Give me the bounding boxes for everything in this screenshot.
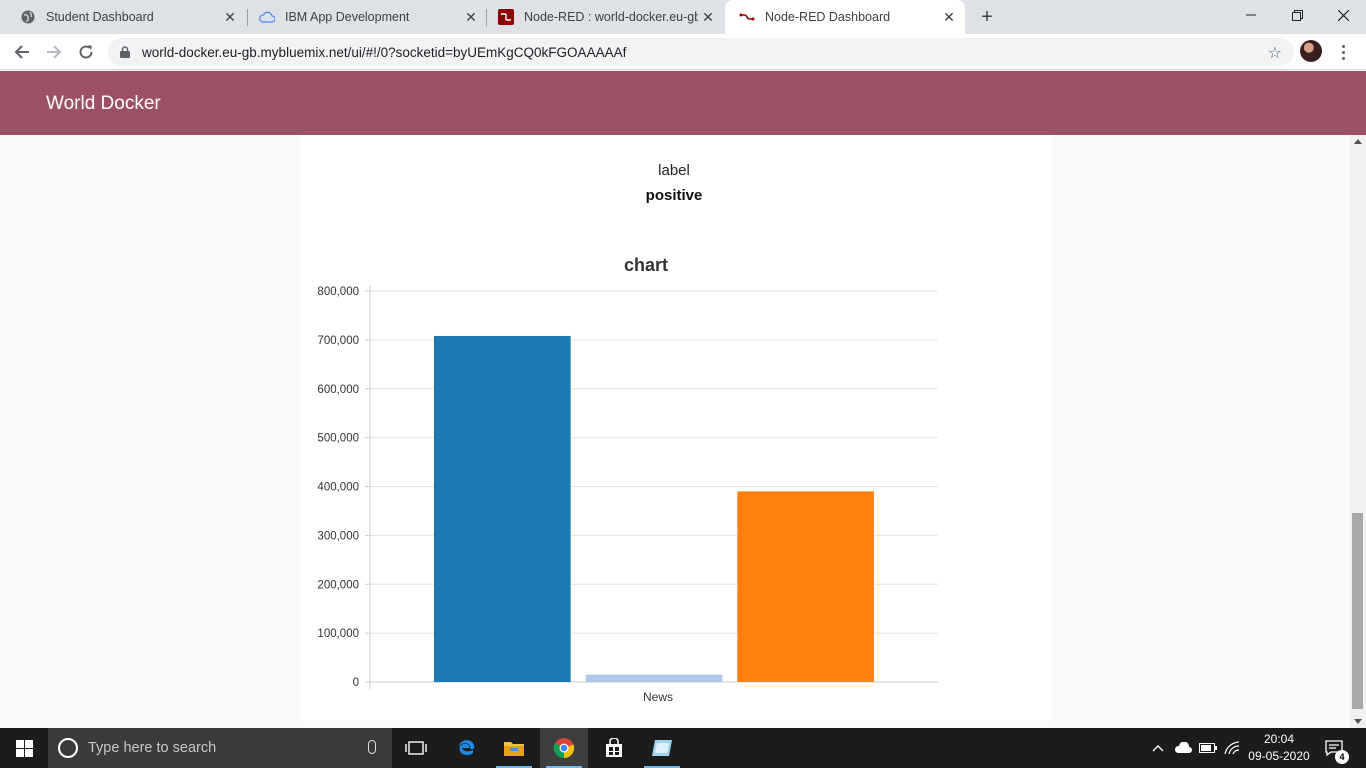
scroll-thumb[interactable] [1352, 513, 1363, 709]
y-tick-label: 700,000 [317, 335, 359, 347]
file-explorer-button[interactable] [490, 728, 538, 768]
running-indicator [496, 766, 532, 768]
browser-menu-button[interactable] [1336, 40, 1350, 64]
tab-divider [486, 9, 487, 26]
start-button[interactable] [0, 728, 48, 768]
tab-divider [247, 9, 248, 26]
windows-taskbar: Type here to search 20:04 09-05-2020 4 [0, 728, 1366, 768]
tab-title: Node-RED Dashboard [765, 10, 891, 24]
show-hidden-icons-button[interactable] [1148, 728, 1168, 768]
y-tick-label: 800,000 [317, 286, 359, 298]
action-center-button[interactable] [1322, 728, 1346, 768]
bookmark-star-icon[interactable]: ☆ [1267, 45, 1282, 62]
page-scrollbar[interactable] [1350, 135, 1366, 728]
chrome-icon [553, 738, 575, 759]
clock-date: 09-05-2020 [1248, 749, 1310, 763]
notebook-icon [652, 740, 672, 756]
task-view-button[interactable] [392, 728, 440, 768]
forward-button[interactable] [42, 40, 66, 64]
x-category-label: News [643, 690, 673, 704]
folder-icon [504, 742, 524, 756]
cloud-icon [1175, 742, 1192, 753]
reload-icon [79, 45, 93, 59]
battery-tray-button[interactable] [1197, 728, 1219, 768]
tab-student-dashboard[interactable]: Student Dashboard ✕ [6, 0, 246, 34]
close-icon[interactable]: ✕ [943, 8, 955, 25]
wifi-icon [1224, 741, 1240, 755]
search-placeholder: Type here to search [88, 740, 217, 756]
close-window-button[interactable] [1320, 0, 1366, 30]
scroll-up-arrow[interactable] [1354, 139, 1362, 144]
address-bar[interactable]: world-docker.eu-gb.mybluemix.net/ui/#!/0… [108, 38, 1294, 66]
edge-icon [459, 740, 475, 756]
browser-tab-strip: Student Dashboard ✕ IBM App Development … [0, 0, 1366, 34]
clock-time: 20:04 [1263, 732, 1295, 746]
tab-title: Student Dashboard [46, 10, 154, 24]
chevron-up-icon [1152, 745, 1164, 752]
back-button[interactable] [10, 40, 34, 64]
scroll-down-arrow[interactable] [1354, 719, 1362, 724]
app-button[interactable] [638, 728, 686, 768]
arrow-left-icon [14, 45, 29, 59]
close-icon[interactable]: ✕ [702, 8, 714, 25]
y-tick-label: 200,000 [317, 579, 359, 591]
cloud-icon [259, 9, 275, 25]
browser-toolbar: world-docker.eu-gb.mybluemix.net/ui/#!/0… [0, 34, 1366, 70]
tab-node-red-dashboard[interactable]: Node-RED Dashboard ✕ [725, 0, 965, 34]
label-widget-value: positive [645, 187, 703, 204]
close-icon[interactable]: ✕ [224, 8, 236, 25]
microphone-icon[interactable] [368, 740, 376, 754]
edge-browser-button[interactable] [442, 728, 490, 768]
tab-title: IBM App Development [285, 10, 410, 24]
taskbar-search-box[interactable]: Type here to search [48, 728, 392, 768]
notification-icon [1325, 740, 1343, 756]
task-view-icon [405, 741, 427, 755]
label-widget-title: label [658, 162, 690, 179]
onedrive-tray-button[interactable] [1172, 728, 1194, 768]
minimize-window-button[interactable] [1228, 0, 1274, 30]
tab-ibm-app-development[interactable]: IBM App Development ✕ [245, 0, 487, 34]
bar-2 [585, 674, 723, 682]
dashboard-title: World Docker [46, 93, 161, 114]
notification-count-badge: 4 [1335, 750, 1349, 764]
y-tick-label: 0 [353, 677, 359, 689]
dashboard-header: World Docker [0, 71, 1366, 135]
chrome-button[interactable] [540, 728, 588, 768]
globe-icon [20, 9, 36, 25]
bar-chart: chart 800,000 700,000 600,000 500,000 400,000… [317, 255, 938, 704]
tab-title: Node-RED : world-docker.eu-gb. [524, 10, 698, 24]
windows-logo-icon [15, 739, 33, 757]
store-button[interactable] [590, 728, 638, 768]
y-tick-label: 400,000 [317, 482, 359, 494]
dashboard-content: label positive chart 800,000 700,000 600,00… [0, 135, 1350, 728]
restore-window-button[interactable] [1274, 0, 1320, 30]
close-icon[interactable]: ✕ [465, 8, 477, 25]
y-tick-label: 300,000 [317, 530, 359, 542]
cortana-icon [58, 738, 78, 758]
new-tab-button[interactable]: + [981, 5, 993, 28]
running-indicator [644, 766, 680, 768]
node-red-icon [498, 9, 514, 25]
lock-icon [120, 46, 132, 58]
taskbar-clock[interactable]: 20:04 09-05-2020 [1240, 731, 1318, 765]
arrow-right-icon [47, 45, 62, 59]
reload-button[interactable] [74, 40, 98, 64]
widget-group-card: label positive chart 800,000 700,000 600,00… [300, 135, 1052, 721]
running-indicator [546, 766, 582, 768]
y-tick-label: 100,000 [317, 628, 359, 640]
chart-title: chart [624, 255, 668, 275]
bar-3 [737, 491, 874, 682]
bar-1 [434, 335, 571, 682]
url-text: world-docker.eu-gb.mybluemix.net/ui/#!/0… [142, 44, 627, 60]
node-red-icon [739, 9, 755, 25]
wifi-tray-button[interactable] [1221, 728, 1243, 768]
store-icon [606, 738, 622, 757]
battery-icon [1199, 743, 1217, 753]
y-tick-label: 500,000 [317, 433, 359, 445]
profile-avatar[interactable] [1300, 40, 1322, 62]
tab-node-red-editor[interactable]: Node-RED : world-docker.eu-gb. ✕ [484, 0, 724, 34]
y-tick-label: 600,000 [317, 384, 359, 396]
